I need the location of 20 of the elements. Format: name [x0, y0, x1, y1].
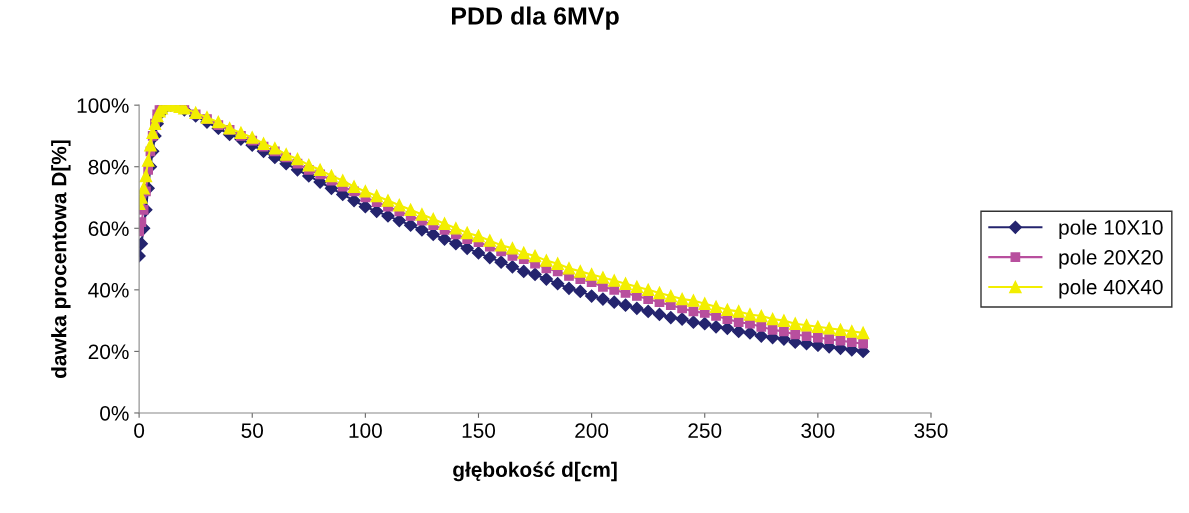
x-tick-label: 200	[575, 423, 609, 438]
x-tick-label: 50	[241, 423, 264, 438]
y-axis-title: dawka procentowa D[%]	[51, 140, 71, 379]
legend-label: pole 20X20	[1059, 249, 1163, 269]
y-tick-label: 40%	[88, 282, 129, 298]
x-tick-label: 250	[688, 423, 722, 438]
y-tick-label: 20%	[88, 344, 129, 360]
y-tick-label: 0%	[100, 405, 129, 421]
legend-label: pole 10X10	[1059, 219, 1163, 239]
x-tick-label: 300	[801, 423, 835, 438]
x-tick-label: 350	[914, 423, 948, 438]
y-tick-label: 60%	[88, 221, 129, 237]
x-tick-label: 0	[134, 423, 145, 438]
legend-label: pole 40X40	[1059, 279, 1163, 299]
x-tick-label: 150	[462, 423, 496, 438]
y-tick-label: 80%	[88, 159, 129, 175]
x-axis-title: głębokość d[cm]	[453, 461, 617, 482]
y-tick-label: 100%	[77, 98, 129, 113]
x-tick-label: 100	[349, 423, 382, 438]
chart-title: PDD dla 6MVp	[451, 6, 619, 30]
